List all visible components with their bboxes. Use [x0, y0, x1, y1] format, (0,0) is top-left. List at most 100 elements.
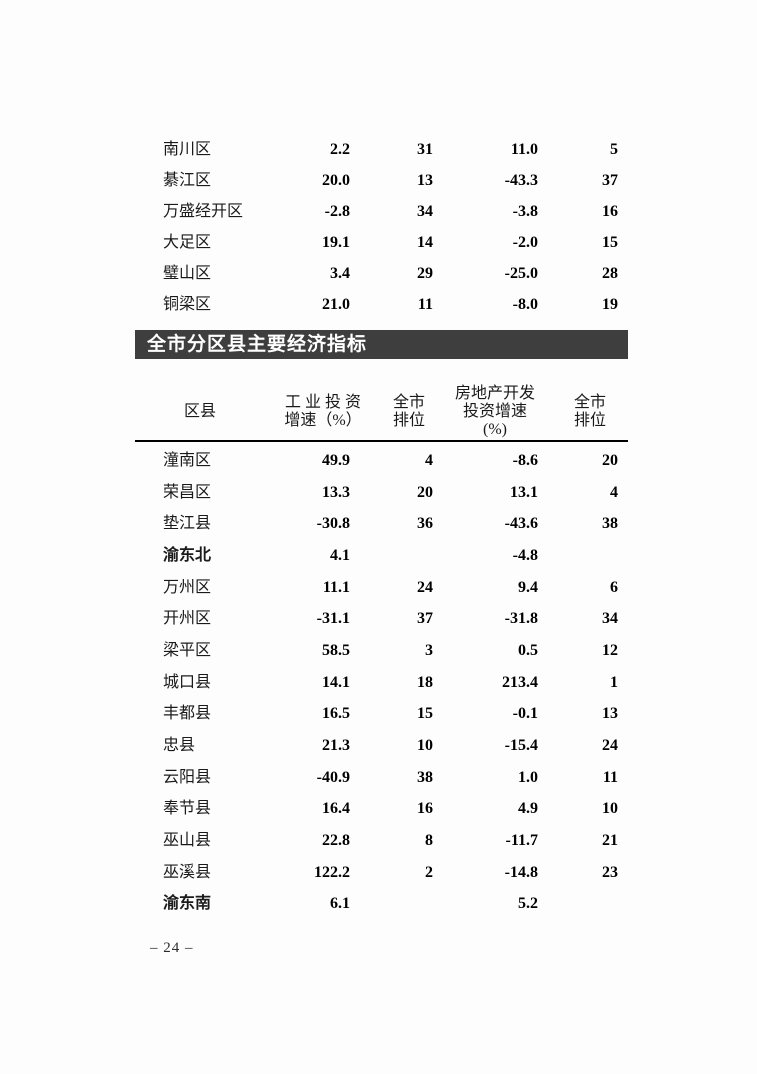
industry-growth-value: 16.4 [322, 800, 350, 818]
realestate-rank-value: 21 [602, 832, 618, 850]
region-name: 南川区 [163, 140, 212, 158]
industry-rank-value: 14 [417, 233, 433, 251]
header-industry-investment-growth: 工 业 投 资 增速（%） [284, 394, 362, 429]
realestate-rank-value: 23 [602, 863, 618, 881]
realestate-growth-value: -2.0 [512, 233, 538, 251]
realestate-rank-value: 34 [602, 610, 618, 628]
realestate-growth-value: 11.0 [510, 140, 538, 158]
realestate-growth-value: -43.3 [504, 171, 538, 189]
realestate-growth-value: 0.5 [518, 641, 538, 659]
industry-growth-value: -30.8 [316, 515, 350, 533]
realestate-growth-value: -25.0 [504, 264, 538, 282]
industry-rank-value: 18 [417, 673, 433, 691]
table-main-body: 潼南区 49.9 4 -8.6 20 荣昌区 13.3 20 13.1 4 垫江… [135, 445, 628, 920]
industry-rank-value: 4 [425, 451, 433, 469]
industry-growth-value: 16.5 [322, 705, 350, 723]
region-name: 巫山县 [163, 832, 212, 850]
realestate-growth-value: -15.4 [504, 737, 538, 755]
region-name: 梁平区 [163, 641, 212, 659]
table-row-aggregate: 渝东南 6.1 5.2 [135, 889, 628, 921]
industry-rank-value: 31 [417, 140, 433, 158]
industry-rank-value: 3 [425, 641, 433, 659]
top-margin [135, 0, 628, 134]
table-row: 城口县 14.1 18 213.4 1 [135, 667, 628, 699]
industry-rank-value: 20 [417, 483, 433, 501]
region-name: 渝东南 [163, 895, 212, 913]
region-name: 大足区 [163, 233, 212, 251]
realestate-growth-value: 9.4 [518, 578, 538, 596]
industry-growth-value: 20.0 [322, 171, 350, 189]
industry-rank-value: 29 [417, 264, 433, 282]
table-row: 潼南区 49.9 4 -8.6 20 [135, 445, 628, 477]
realestate-rank-value: 24 [602, 737, 618, 755]
table-row-aggregate: 渝东北 4.1 -4.8 [135, 540, 628, 572]
industry-rank-value: 13 [417, 171, 433, 189]
table-row: 奉节县 16.4 16 4.9 10 [135, 794, 628, 826]
industry-growth-value: 14.1 [322, 673, 350, 691]
industry-growth-value: 4.1 [330, 546, 350, 564]
table-row: 万州区 11.1 24 9.4 6 [135, 572, 628, 604]
table-row: 万盛经开区 -2.8 34 -3.8 16 [135, 196, 628, 227]
region-name: 万盛经开区 [163, 202, 244, 220]
realestate-rank-value: 37 [602, 171, 618, 189]
region-name: 垫江县 [163, 515, 212, 533]
realestate-rank-value: 38 [602, 515, 618, 533]
region-name: 城口县 [163, 673, 212, 691]
industry-growth-value: 3.4 [330, 264, 350, 282]
industry-rank-value: 10 [417, 737, 433, 755]
page-number: – 24 – [150, 940, 194, 957]
table-row: 南川区 2.2 31 11.0 5 [135, 134, 628, 165]
region-name: 开州区 [163, 610, 212, 628]
region-name: 巫溪县 [163, 863, 212, 881]
table-row: 綦江区 20.0 13 -43.3 37 [135, 165, 628, 196]
header-realestate-investment-growth: 房地产开发 投资增速 (%) [454, 385, 535, 438]
region-name: 奉节县 [163, 800, 212, 818]
section-title: 全市分区县主要经济指标 [147, 334, 368, 355]
region-name: 万州区 [163, 578, 212, 596]
industry-growth-value: 58.5 [322, 641, 350, 659]
industry-growth-value: 2.2 [330, 140, 350, 158]
table-row: 大足区 19.1 14 -2.0 15 [135, 227, 628, 258]
realestate-rank-value: 5 [610, 140, 618, 158]
industry-growth-value: 21.3 [322, 737, 350, 755]
realestate-rank-value: 28 [602, 264, 618, 282]
industry-growth-value: 19.1 [322, 233, 350, 251]
header-citywide-rank-1: 全市 排位 [392, 394, 425, 429]
region-name: 云阳县 [163, 768, 212, 786]
table-row: 忠县 21.3 10 -15.4 24 [135, 730, 628, 762]
realestate-rank-value: 20 [602, 451, 618, 469]
realestate-rank-value: 12 [602, 641, 618, 659]
realestate-rank-value: 6 [610, 578, 618, 596]
table-row: 荣昌区 13.3 20 13.1 4 [135, 477, 628, 509]
region-name: 綦江区 [163, 171, 212, 189]
region-name: 潼南区 [163, 451, 212, 469]
table-row: 垫江县 -30.8 36 -43.6 38 [135, 508, 628, 540]
page-content: 南川区 2.2 31 11.0 5 綦江区 20.0 13 -43.3 37 万… [135, 0, 628, 957]
table-row: 巫溪县 122.2 2 -14.8 23 [135, 857, 628, 889]
table-row: 梁平区 58.5 3 0.5 12 [135, 635, 628, 667]
realestate-rank-value: 4 [610, 483, 618, 501]
realestate-growth-value: 5.2 [518, 895, 538, 913]
realestate-growth-value: -31.8 [504, 610, 538, 628]
table-row: 巫山县 22.8 8 -11.7 21 [135, 825, 628, 857]
realestate-growth-value: -14.8 [504, 863, 538, 881]
realestate-growth-value: 1.0 [518, 768, 538, 786]
realestate-rank-value: 15 [602, 233, 618, 251]
region-name: 铜梁区 [163, 295, 212, 313]
realestate-growth-value: 13.1 [510, 483, 538, 501]
industry-growth-value: 6.1 [330, 895, 350, 913]
section-title-bar: 全市分区县主要经济指标 [135, 330, 628, 359]
table-row: 云阳县 -40.9 38 1.0 11 [135, 762, 628, 794]
industry-rank-value: 24 [417, 578, 433, 596]
region-name: 渝东北 [163, 546, 212, 564]
realestate-growth-value: -4.8 [512, 546, 538, 564]
realestate-growth-value: -8.6 [512, 451, 538, 469]
industry-growth-value: 49.9 [322, 451, 350, 469]
industry-rank-value: 15 [417, 705, 433, 723]
industry-rank-value: 8 [425, 832, 433, 850]
industry-growth-value: 122.2 [314, 863, 350, 881]
realestate-growth-value: -8.0 [512, 295, 538, 313]
table-row: 璧山区 3.4 29 -25.0 28 [135, 258, 628, 289]
table-header: 区县 工 业 投 资 增速（%） 全市 排位 房地产开发 投资增速 (%) 全市… [135, 384, 628, 442]
header-region: 区县 [183, 403, 216, 420]
